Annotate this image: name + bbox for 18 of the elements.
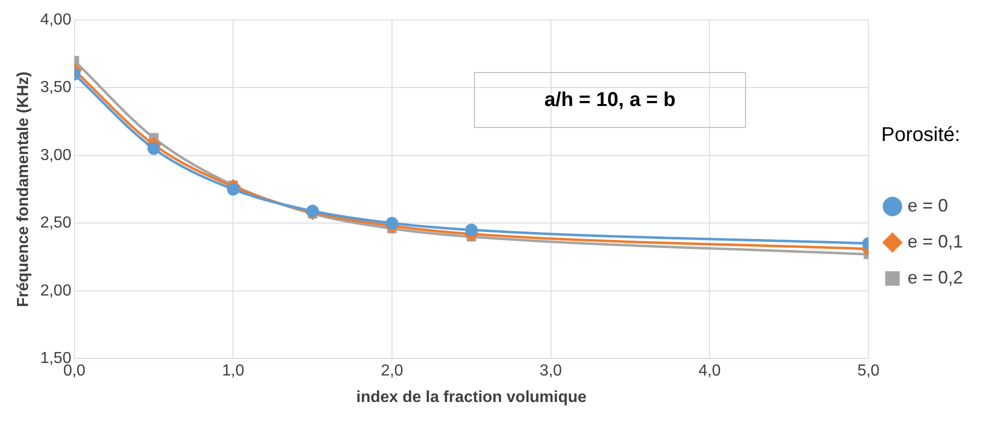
y-tick-label: 4,00 bbox=[40, 11, 72, 28]
legend-title: Porosité: bbox=[881, 124, 960, 146]
y-tick-label: 2,00 bbox=[40, 282, 72, 300]
y-axis-title: Fréquence fondamentale (KHz) bbox=[15, 72, 32, 308]
x-tick-label: 3,0 bbox=[540, 362, 562, 380]
x-tick-label: 4,0 bbox=[698, 362, 721, 380]
legend-label: e = 0 bbox=[907, 195, 948, 216]
x-tick-label: 2,0 bbox=[380, 362, 404, 380]
y-tick-label: 2,50 bbox=[40, 214, 72, 232]
x-axis-title: index de la fraction volumique bbox=[356, 388, 587, 406]
x-tick-label: 1,0 bbox=[222, 362, 244, 380]
y-tick-label: 3,50 bbox=[40, 79, 72, 96]
text-box: a/h = 10, a = b bbox=[474, 72, 746, 128]
x-tick-label: 5,0 bbox=[857, 362, 880, 380]
legend-label: e = 0,1 bbox=[907, 231, 963, 252]
legend-label: e = 0,2 bbox=[907, 267, 963, 288]
x-tick-label: 0,0 bbox=[63, 362, 86, 380]
y-tick-label: 3,00 bbox=[40, 146, 72, 164]
